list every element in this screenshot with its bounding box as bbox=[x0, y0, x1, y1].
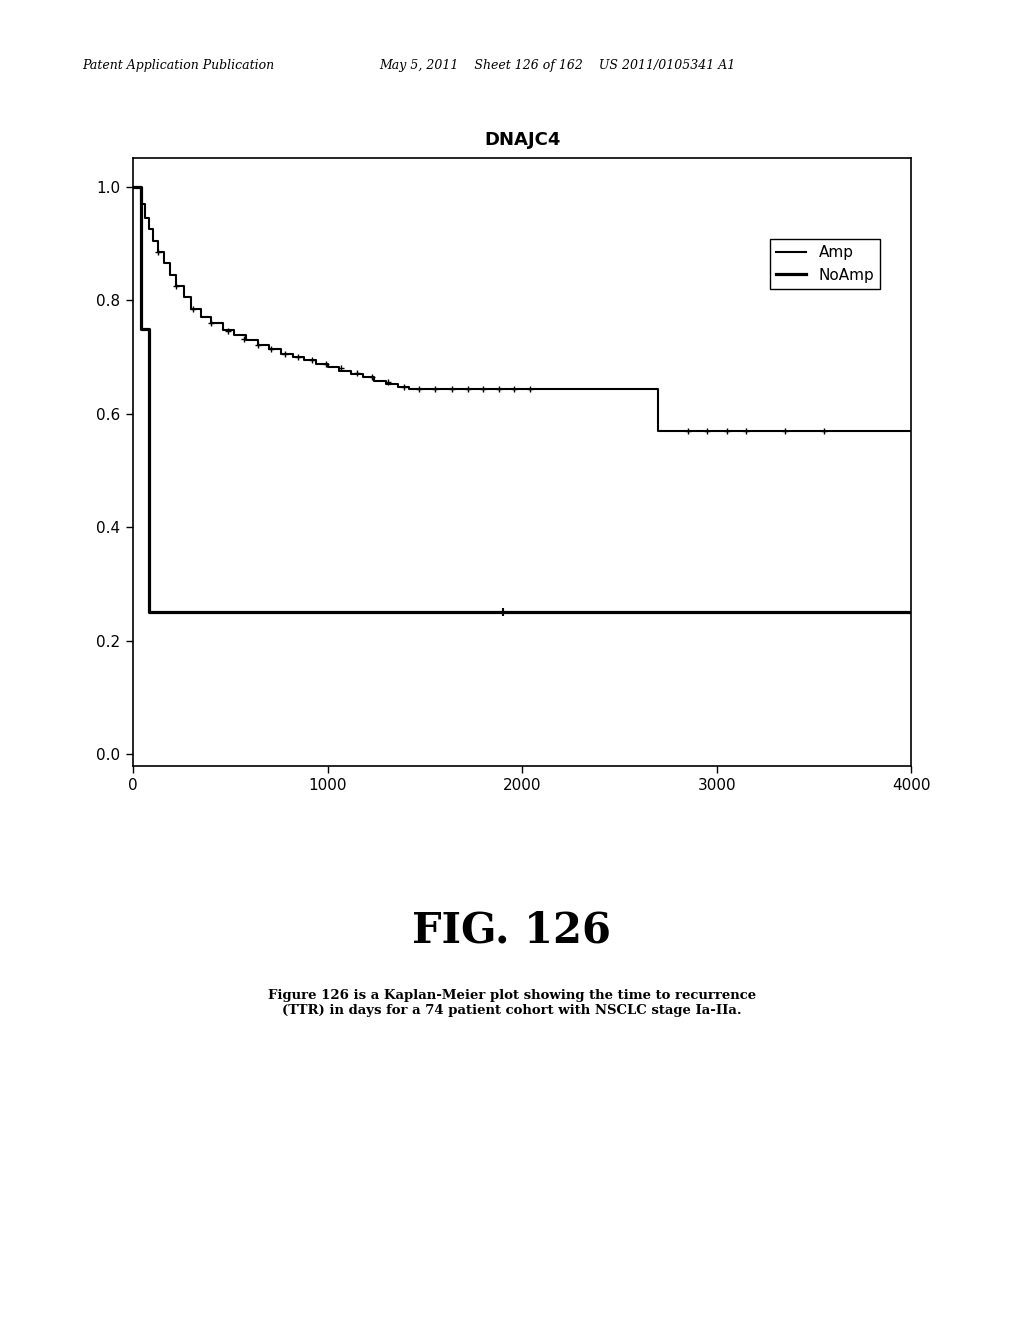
Amp bbox=[138, 210, 151, 226]
Amp bbox=[356, 370, 369, 385]
Amp bbox=[415, 381, 427, 397]
Amp bbox=[153, 244, 165, 260]
Amp bbox=[177, 289, 189, 305]
Amp bbox=[380, 376, 392, 392]
Amp bbox=[135, 195, 147, 211]
NoAmp bbox=[905, 605, 918, 620]
Amp bbox=[458, 381, 470, 397]
Amp bbox=[369, 374, 381, 389]
Amp bbox=[287, 348, 299, 364]
Amp bbox=[905, 422, 918, 438]
Amp bbox=[391, 379, 403, 395]
Line: NoAmp: NoAmp bbox=[133, 186, 911, 612]
NoAmp bbox=[135, 321, 147, 337]
Amp bbox=[438, 381, 451, 397]
Amp bbox=[142, 222, 155, 238]
Amp bbox=[158, 256, 170, 272]
Legend: Amp, NoAmp: Amp, NoAmp bbox=[770, 239, 881, 289]
Text: Figure 126 is a Kaplan-Meier plot showing the time to recurrence
(TTR) in days f: Figure 126 is a Kaplan-Meier plot showin… bbox=[268, 989, 756, 1018]
Amp bbox=[310, 356, 323, 372]
Amp bbox=[195, 309, 207, 325]
Title: DNAJC4: DNAJC4 bbox=[484, 131, 560, 149]
Amp bbox=[652, 422, 665, 438]
Amp bbox=[205, 315, 217, 331]
Amp bbox=[146, 232, 159, 248]
Amp bbox=[516, 381, 528, 397]
Amp bbox=[185, 301, 198, 317]
Amp bbox=[252, 337, 264, 352]
Amp bbox=[333, 363, 345, 379]
Text: FIG. 126: FIG. 126 bbox=[413, 909, 611, 952]
Text: May 5, 2011    Sheet 126 of 162    US 2011/0105341 A1: May 5, 2011 Sheet 126 of 162 US 2011/010… bbox=[379, 59, 735, 73]
NoAmp bbox=[135, 178, 147, 194]
NoAmp bbox=[142, 605, 155, 620]
Amp bbox=[228, 327, 241, 343]
Amp bbox=[216, 322, 228, 338]
Line: Amp: Amp bbox=[133, 186, 911, 430]
Text: Patent Application Publication: Patent Application Publication bbox=[82, 59, 274, 73]
NoAmp bbox=[142, 321, 155, 337]
Amp bbox=[263, 341, 275, 356]
Amp bbox=[345, 366, 357, 381]
Amp bbox=[322, 359, 334, 375]
Amp bbox=[127, 178, 139, 194]
Amp bbox=[477, 381, 489, 397]
Amp bbox=[298, 352, 310, 368]
Amp bbox=[403, 381, 416, 397]
NoAmp bbox=[127, 178, 139, 194]
Amp bbox=[170, 279, 182, 294]
Amp bbox=[427, 381, 439, 397]
Amp bbox=[240, 333, 252, 348]
Amp bbox=[497, 381, 509, 397]
Amp bbox=[164, 267, 176, 282]
Amp bbox=[274, 346, 287, 362]
